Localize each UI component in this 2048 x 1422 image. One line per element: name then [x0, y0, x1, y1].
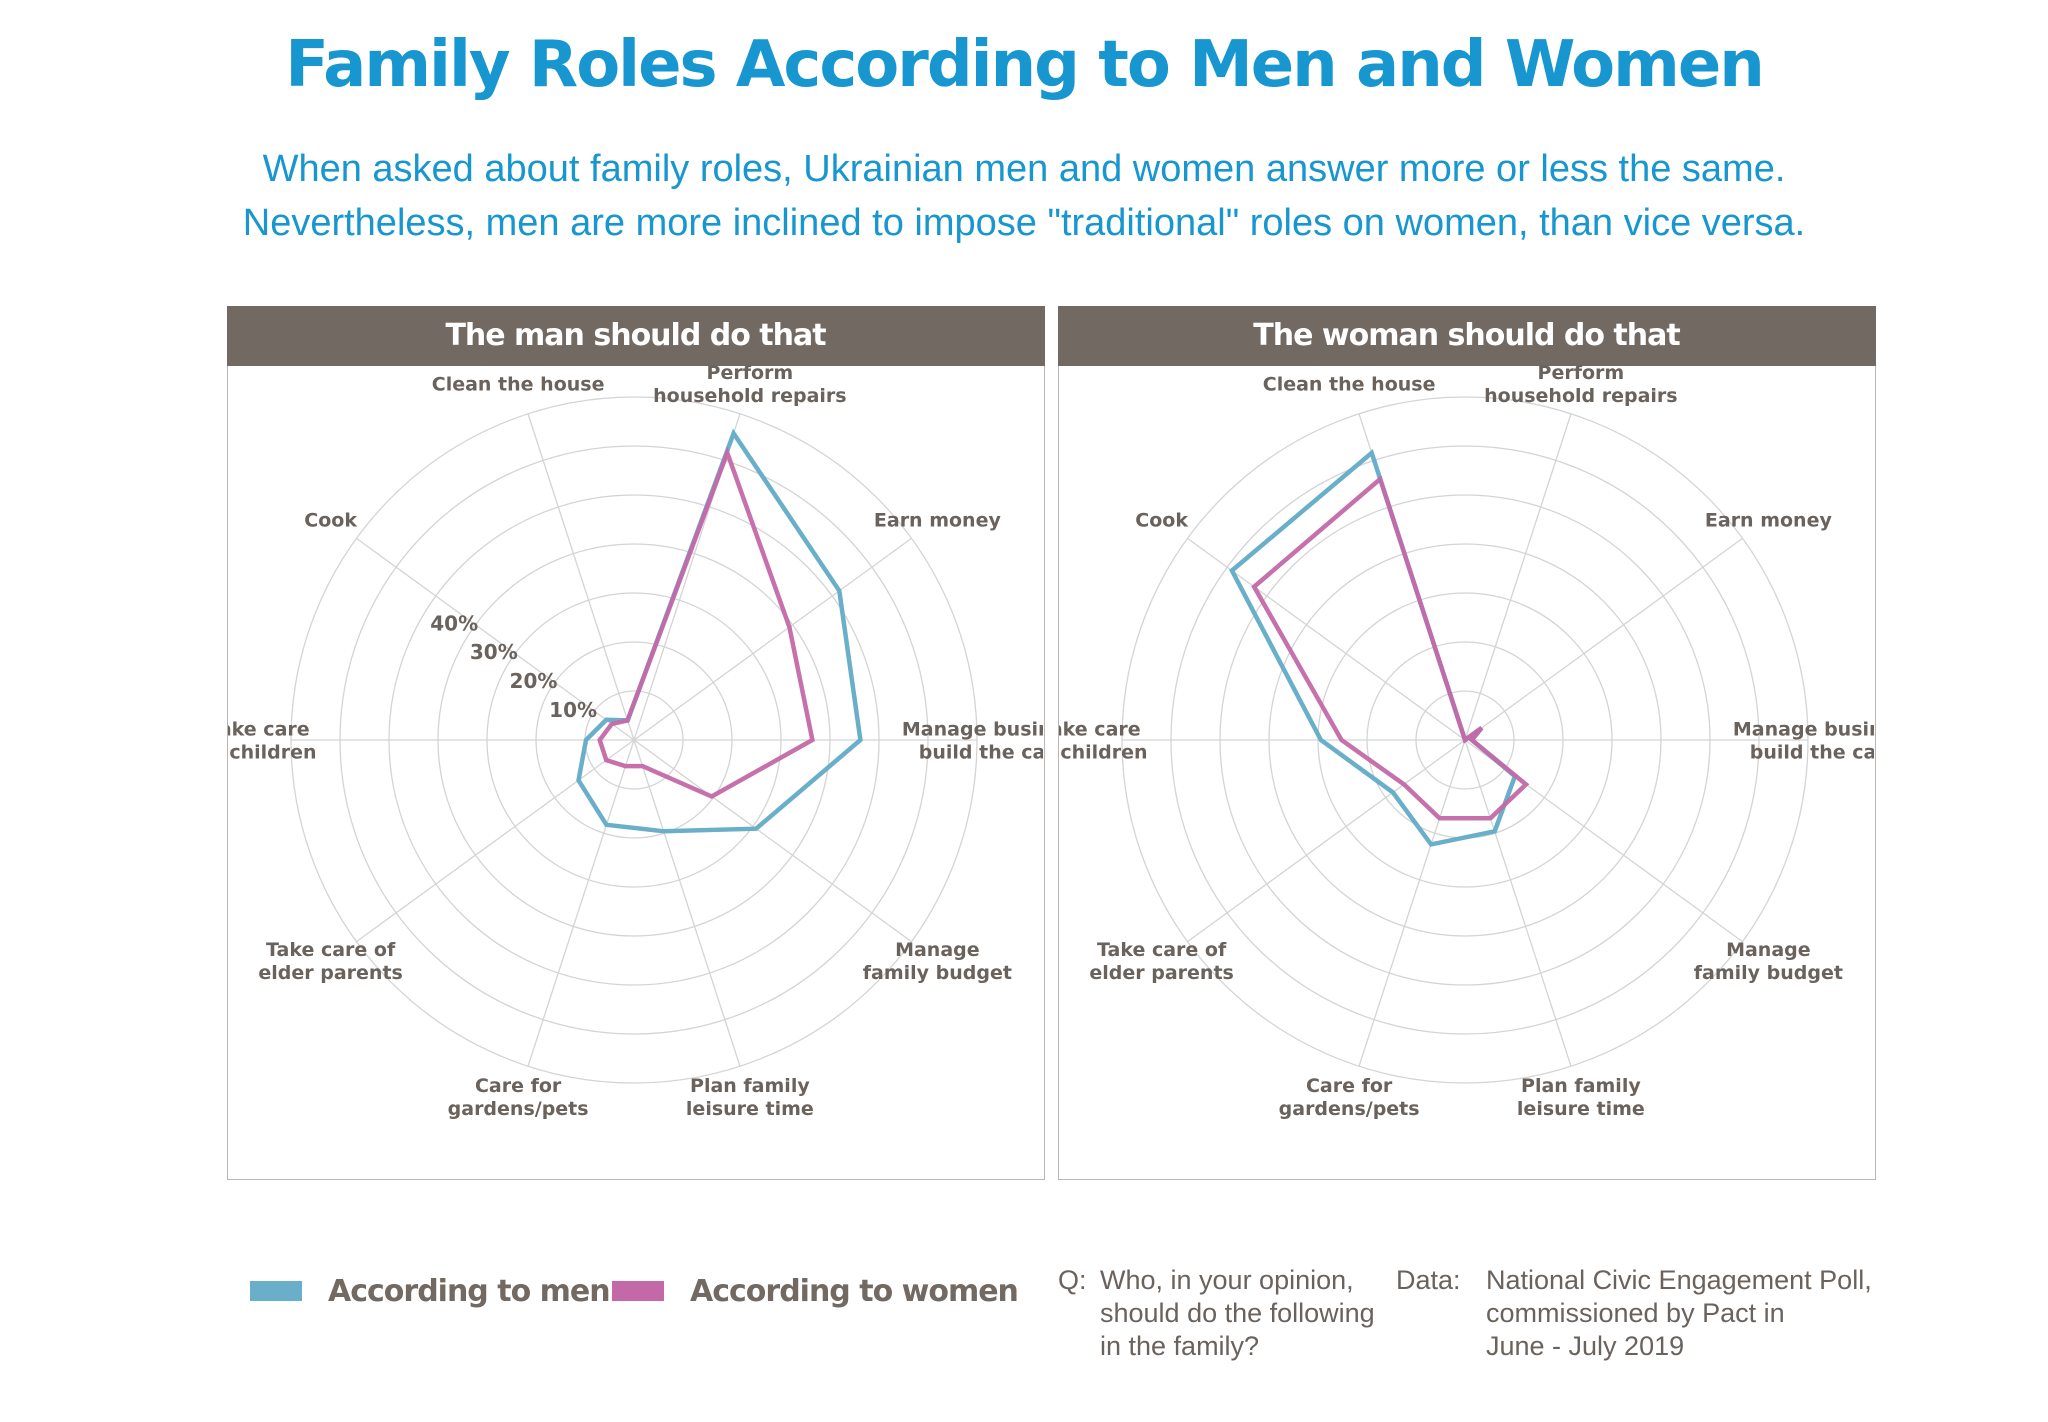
grid-spoke	[1358, 739, 1466, 1067]
question-text: Who, in your opinion, should do the foll…	[1100, 1264, 1375, 1363]
question-line-1: Who, in your opinion,	[1100, 1265, 1354, 1295]
legend-item-women: According to women	[612, 1268, 1019, 1314]
category-label: Plan family leisure time	[1517, 1075, 1645, 1120]
radar-chart-man: 10% 20% 30% 40% Perform household repairs Earn…	[228, 365, 1043, 1120]
radial-tick-label: 40%	[430, 611, 478, 635]
legend-swatch-women	[612, 1281, 664, 1301]
radial-tick-label: 30%	[470, 640, 518, 664]
data-source-line-3: June - July 2019	[1486, 1331, 1685, 1361]
category-label: Plan family leisure time	[686, 1075, 814, 1120]
grid-spoke	[633, 739, 912, 943]
legend-item-men: According to men	[250, 1268, 611, 1314]
data-prefix: Data:	[1396, 1265, 1461, 1295]
category-label: Clean the house	[1263, 373, 1436, 395]
series-women-line	[597, 446, 815, 800]
category-label: Care for gardens/pets	[1279, 1075, 1420, 1120]
series-men-line	[576, 428, 863, 834]
series-women-line	[1251, 475, 1530, 821]
category-label: Clean the house	[432, 373, 605, 395]
category-label: Cook	[304, 510, 357, 532]
radial-tick-label: 10%	[549, 698, 597, 722]
category-label: Perform household repairs	[1484, 365, 1677, 407]
data-source-text: National Civic Engagement Poll, commissi…	[1486, 1264, 1872, 1363]
grid-spoke	[1464, 537, 1743, 741]
question-line-2: should do the following	[1100, 1298, 1375, 1328]
subtitle: When asked about family roles, Ukrainian…	[0, 142, 2048, 250]
category-label: Earn money	[874, 510, 1002, 532]
category-label: Earn money	[1705, 510, 1833, 532]
question-line-3: in the family?	[1100, 1331, 1260, 1361]
category-label: Manage business orbuild the carreer	[902, 719, 1043, 764]
category-label: Take care of elder parents	[258, 939, 402, 984]
category-label: Manage family budget	[863, 939, 1012, 984]
category-label: Manage family budget	[1694, 939, 1843, 984]
chart-panel-woman: The woman should do that Perform househol…	[1057, 305, 1876, 1180]
category-label: Perform household repairs	[653, 365, 846, 407]
data-source-line-1: National Civic Engagement Poll,	[1486, 1265, 1872, 1295]
grid-spoke	[527, 413, 635, 741]
chart-panel-man: The man should do that 10% 20% 30% 40% Perfo…	[226, 305, 1045, 1180]
subtitle-line-1: When asked about family roles, Ukrainian…	[262, 148, 1786, 190]
legend-swatch-men	[250, 1281, 302, 1301]
grid-spoke	[1187, 739, 1466, 943]
question-prefix: Q:	[1058, 1265, 1087, 1295]
radial-tick-label: 20%	[510, 669, 558, 693]
grid-spoke	[1464, 739, 1572, 1067]
grid-spoke	[356, 537, 635, 741]
category-label: Take care of elder parents	[1089, 939, 1233, 984]
subtitle-line-2: Nevertheless, men are more inclined to i…	[242, 202, 1806, 244]
category-label: Care for gardens/pets	[448, 1075, 589, 1120]
page-title: Family Roles According to Men and Women	[285, 28, 1765, 102]
grid-spoke	[633, 537, 912, 741]
legend-label-women: According to women	[690, 1273, 1019, 1309]
grid-spoke	[1464, 413, 1572, 741]
grid-spoke	[527, 739, 635, 1067]
grid-spoke	[356, 739, 635, 943]
grid-spoke	[633, 739, 741, 1067]
legend-label-men: According to men	[328, 1273, 611, 1309]
category-label: Cook	[1135, 510, 1188, 532]
radar-chart-woman: Perform household repairs Earn money Manage…	[1059, 365, 1874, 1120]
data-source-line-2: commissioned by Pact in	[1486, 1298, 1785, 1328]
category-label: Manage business orbuild the carreer	[1733, 719, 1874, 764]
chart-title-man: The man should do that	[226, 305, 1045, 366]
chart-title-woman: The woman should do that	[1057, 305, 1876, 366]
